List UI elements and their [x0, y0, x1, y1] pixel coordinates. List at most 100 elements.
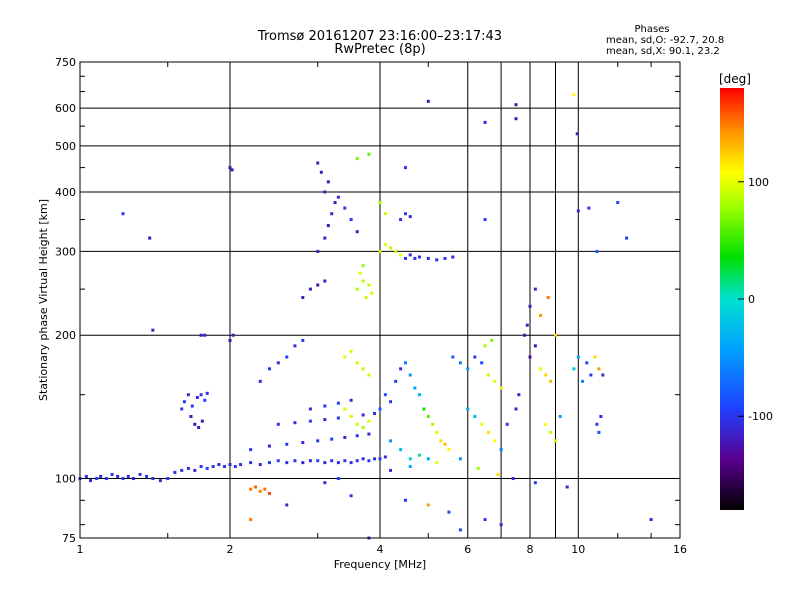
x-tick-label: 8: [527, 543, 534, 556]
data-point: [399, 367, 403, 371]
data-point: [528, 355, 532, 359]
colorbar-tick-label: 0: [748, 293, 755, 306]
data-point: [447, 448, 451, 452]
data-point: [173, 470, 177, 474]
x-tick-label: 16: [673, 543, 687, 556]
data-point: [378, 457, 382, 461]
data-point: [408, 457, 412, 461]
data-point: [343, 459, 347, 463]
data-point: [514, 407, 518, 411]
y-tick-label: 75: [62, 532, 76, 545]
data-point: [417, 393, 421, 397]
data-point: [408, 464, 412, 468]
data-point: [336, 401, 340, 405]
data-point: [205, 466, 209, 470]
y-tick-label: 200: [55, 329, 76, 342]
data-point: [316, 283, 320, 287]
data-point: [439, 439, 443, 443]
data-point: [383, 393, 387, 397]
data-point: [431, 422, 435, 426]
data-point: [533, 481, 537, 485]
data-point: [413, 256, 417, 260]
data-point: [486, 430, 490, 434]
data-point: [480, 422, 484, 426]
data-point: [480, 361, 484, 365]
data-point: [323, 236, 327, 240]
data-point: [625, 236, 629, 240]
data-point: [599, 414, 603, 418]
data-point: [336, 461, 340, 465]
data-point: [276, 361, 280, 365]
data-point: [195, 395, 199, 399]
data-point: [499, 523, 503, 527]
data-point: [364, 296, 368, 300]
data-point: [249, 518, 253, 522]
data-point: [349, 218, 353, 222]
data-point: [276, 422, 280, 426]
data-point: [597, 367, 601, 371]
data-point: [389, 400, 393, 404]
data-point: [447, 510, 451, 514]
data-point: [539, 367, 543, 371]
data-point: [514, 117, 518, 121]
data-point: [316, 161, 320, 165]
data-point: [367, 152, 371, 156]
data-point: [166, 477, 170, 481]
data-point: [199, 464, 203, 468]
data-point: [116, 474, 120, 478]
y-tick-label: 100: [55, 473, 76, 486]
data-point: [587, 206, 591, 210]
data-point: [408, 253, 412, 257]
data-point: [333, 201, 337, 205]
data-point: [326, 224, 330, 228]
data-point: [373, 457, 377, 461]
y-tick-label: 300: [55, 245, 76, 258]
data-point: [190, 404, 194, 408]
data-point: [343, 435, 347, 439]
grid-lines: [80, 62, 680, 538]
data-point: [499, 448, 503, 452]
data-point: [553, 439, 557, 443]
data-point: [361, 367, 365, 371]
data-point: [301, 296, 305, 300]
data-point: [576, 209, 580, 213]
data-point: [249, 448, 253, 452]
data-point: [343, 355, 347, 359]
data-point: [589, 373, 593, 377]
data-point: [89, 479, 93, 483]
data-point: [572, 93, 576, 97]
data-point: [336, 477, 340, 481]
x-tick-label: 2: [227, 543, 234, 556]
data-point: [267, 492, 271, 496]
data-point: [458, 457, 462, 461]
phases-line-o: mean, sd,O: -92.7, 20.8: [606, 35, 724, 46]
data-point: [121, 212, 125, 216]
data-point: [349, 494, 353, 498]
data-point: [323, 190, 327, 194]
data-point: [301, 461, 305, 465]
data-point: [285, 442, 289, 446]
x-axis-label: Frequency [MHz]: [334, 558, 426, 571]
data-point: [267, 461, 271, 465]
data-point: [367, 283, 371, 287]
data-point: [148, 236, 152, 240]
data-point: [308, 459, 312, 463]
data-point: [203, 333, 207, 337]
data-point: [408, 215, 412, 219]
data-point: [228, 166, 232, 170]
data-point: [443, 256, 447, 260]
chart-title: Tromsø 20161207 23:16:00–23:17:43: [257, 29, 502, 44]
data-point: [435, 461, 439, 465]
data-point: [476, 466, 480, 470]
data-point: [426, 457, 430, 461]
data-point: [158, 479, 162, 483]
data-point: [466, 407, 470, 411]
data-point: [458, 361, 462, 365]
data-point: [301, 441, 305, 445]
data-point: [378, 201, 382, 205]
data-point: [323, 418, 327, 422]
data-point: [267, 367, 271, 371]
data-point: [121, 477, 125, 481]
data-point: [203, 398, 207, 402]
plot-frame: [79, 61, 681, 539]
